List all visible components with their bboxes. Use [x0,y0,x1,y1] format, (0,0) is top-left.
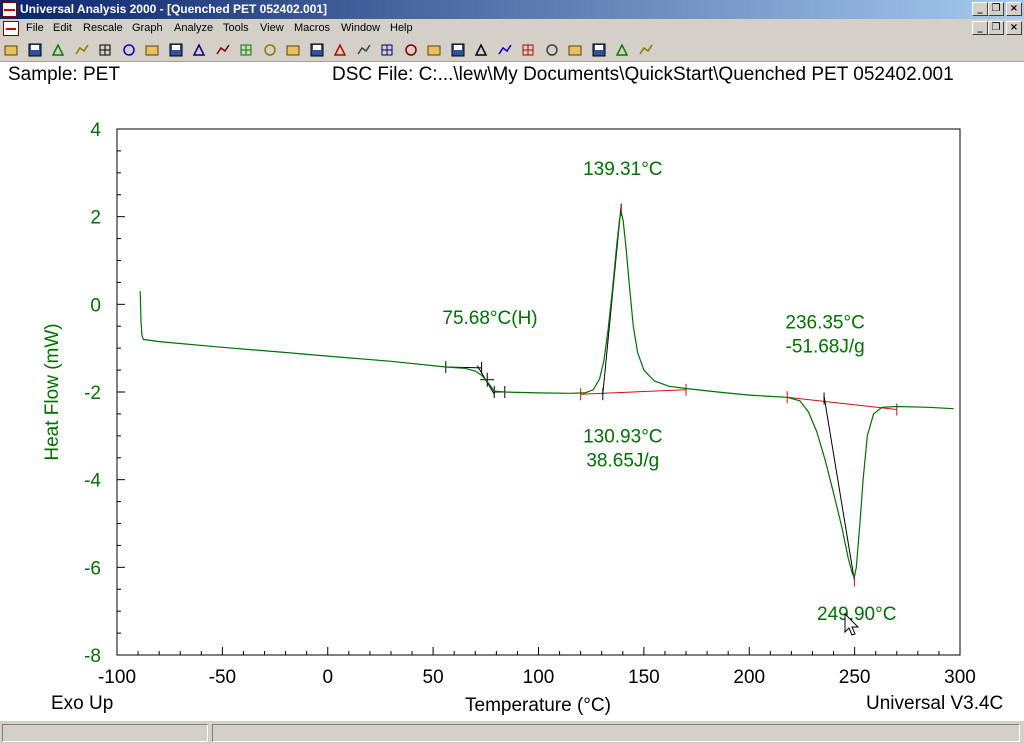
range-icon[interactable] [285,42,301,58]
x-axis-label: Temperature (°C) [465,695,611,716]
restore-button[interactable]: ❐ [988,2,1004,16]
pen-icon[interactable] [144,42,160,58]
exo-up-label: Exo Up [51,693,114,714]
annotation-label: 130.93°C [583,426,662,447]
export-icon[interactable] [74,42,90,58]
melting-baseline [787,396,897,411]
y-tick-label: 2 [90,208,101,229]
sample-label: Sample: PET [8,64,120,85]
app-icon[interactable] [2,2,17,17]
close-button[interactable]: × [1006,2,1022,16]
doc-minimize-button[interactable]: _ [972,21,988,35]
funnel-icon[interactable] [403,42,419,58]
x-tick-label: 50 [423,667,444,688]
crystallization-baseline [580,389,687,395]
y-tick-label: -6 [84,558,101,579]
menu-window[interactable]: Window [341,22,381,34]
x-tick-label: 200 [733,667,765,688]
baseline-icon[interactable] [520,42,536,58]
x-tick-label: -100 [98,667,136,688]
onset-icon[interactable] [450,42,466,58]
menu-view[interactable]: View [260,22,284,34]
x-cursor-icon[interactable] [544,42,560,58]
menu-bar: File Edit Rescale Graph Analyze Tools Vi… [0,19,1024,38]
y-tick-label: 4 [90,120,101,141]
grid-icon[interactable] [238,42,254,58]
y-tick-label: 0 [90,295,101,316]
plot-frame [116,128,961,656]
menu-analyze[interactable]: Analyze [174,22,214,34]
toolbar [0,38,1024,62]
marker-icon[interactable] [262,42,278,58]
document-icon[interactable] [3,21,19,36]
glass-transition-icon[interactable] [426,42,442,58]
zoom-icon[interactable] [191,42,207,58]
signal-icon[interactable] [332,42,348,58]
notes-icon[interactable] [638,42,654,58]
annotation-label: 75.68°C(H) [442,308,537,329]
report-icon[interactable] [614,42,630,58]
print-icon[interactable] [97,42,113,58]
x-tick-label: 250 [839,667,871,688]
save-as-icon[interactable] [50,42,66,58]
menu-file[interactable]: File [26,22,44,34]
limit-icon[interactable] [309,42,325,58]
annotation-label: 38.65J/g [586,451,659,472]
x-tick-label: 300 [944,667,976,688]
status-bar [0,720,1024,744]
x-tick-label: 100 [523,667,555,688]
dsc-file-label: DSC File: C:...\lew\My Documents\QuickSt… [332,64,954,85]
mouse-pointer-icon [844,612,860,636]
print-preview-icon[interactable] [121,42,137,58]
annotation-label: 139.31°C [583,159,662,180]
menu-graph[interactable]: Graph [132,22,163,34]
heat-flow-curve [139,212,954,579]
menu-tools[interactable]: Tools [223,22,249,34]
minimize-button[interactable]: _ [972,2,988,16]
melting-tangent [823,396,855,581]
menu-edit[interactable]: Edit [53,22,72,34]
menu-rescale[interactable]: Rescale [83,22,123,34]
doc-close-button[interactable]: × [1006,21,1022,35]
version-label: Universal V3.4C [866,693,1004,714]
annotation-label: 236.35°C [785,312,864,333]
title-bar: Universal Analysis 2000 - [Quenched PET … [0,0,1024,19]
y-axis-label: Heat Flow (mW) [42,323,63,460]
x-tick-label: -50 [209,667,236,688]
status-pane-right [212,724,1020,742]
window-title: Universal Analysis 2000 - [Quenched PET … [20,2,328,16]
menu-macros[interactable]: Macros [294,22,331,34]
y-tick-label: -4 [84,471,101,492]
annotation-label: 249.90°C [817,604,896,625]
axes-icon[interactable] [215,42,231,58]
annotation-label: -51.68J/g [786,337,865,358]
menu-help[interactable]: Help [390,22,413,34]
y-tick-label: -2 [84,383,101,404]
x-tick-label: 0 [322,667,333,688]
signal-curve-icon[interactable] [591,42,607,58]
status-pane-left [2,724,208,742]
peak-max-icon[interactable] [473,42,489,58]
x-tick-label: 150 [628,667,660,688]
save-icon[interactable] [27,42,43,58]
open-icon[interactable] [3,42,19,58]
cursor-icon[interactable] [168,42,184,58]
peak-icon[interactable] [356,42,372,58]
dsc-chart[interactable]: -100 -50 0 50 100 150 200 250 300 -8 -6 -4 -2 0 2 4 139… [0,0,1024,720]
tangent-icon[interactable] [497,42,513,58]
auto-icon[interactable] [379,42,395,58]
forward-icon[interactable] [567,42,583,58]
y-tick-label: -8 [84,646,101,667]
doc-restore-button[interactable]: ❐ [988,21,1004,35]
